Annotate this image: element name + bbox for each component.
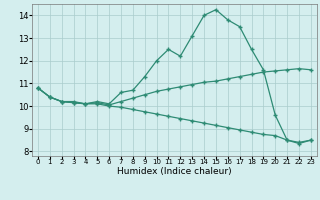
X-axis label: Humidex (Indice chaleur): Humidex (Indice chaleur)	[117, 167, 232, 176]
